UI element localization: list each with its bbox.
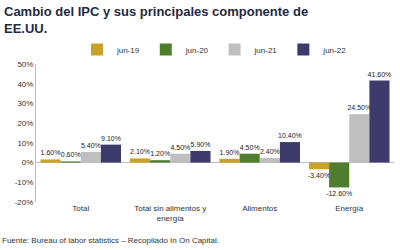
svg-text:2.10%: 2.10% — [130, 148, 150, 155]
svg-text:5.90%: 5.90% — [191, 141, 211, 148]
svg-text:jun-22: jun-22 — [322, 46, 346, 55]
svg-text:0%: 0% — [22, 158, 34, 167]
svg-text:5.40%: 5.40% — [81, 142, 101, 149]
svg-text:1.90%: 1.90% — [220, 149, 240, 156]
svg-text:Cambio del IPC y sus principal: Cambio del IPC y sus principales compone… — [4, 4, 308, 36]
svg-text:Alimentos: Alimentos — [242, 204, 277, 213]
svg-text:24.50%: 24.50% — [347, 104, 371, 111]
svg-text:2.40%: 2.40% — [260, 148, 280, 155]
svg-text:Fuente: Bureau of labor statis: Fuente: Bureau of labor statistics – Rec… — [2, 236, 219, 245]
svg-text:Energía: Energía — [335, 204, 364, 213]
svg-text:Total: Total — [72, 204, 89, 213]
svg-text:4.50%: 4.50% — [240, 144, 260, 151]
svg-text:10.40%: 10.40% — [278, 132, 302, 139]
svg-text:Total sin alimentos yenergía: Total sin alimentos yenergía — [134, 204, 206, 223]
svg-text:1.60%: 1.60% — [41, 149, 61, 156]
svg-text:-10%: -10% — [15, 178, 34, 187]
svg-text:jun-21: jun-21 — [254, 46, 278, 55]
svg-text:-20%: -20% — [15, 198, 34, 207]
svg-text:4.50%: 4.50% — [170, 144, 190, 151]
svg-text:41.60%: 41.60% — [368, 71, 392, 78]
svg-text:0.60%: 0.60% — [61, 151, 81, 158]
svg-text:10%: 10% — [17, 139, 33, 148]
svg-text:30%: 30% — [17, 99, 33, 108]
svg-text:-3.40%: -3.40% — [308, 172, 330, 179]
svg-text:jun-20: jun-20 — [185, 46, 209, 55]
svg-text:jun-19: jun-19 — [116, 46, 140, 55]
svg-text:50%: 50% — [17, 60, 33, 69]
svg-text:1.20%: 1.20% — [150, 150, 170, 157]
svg-text:9.10%: 9.10% — [101, 135, 121, 142]
svg-text:-12.60%: -12.60% — [326, 190, 352, 197]
svg-text:20%: 20% — [17, 119, 33, 128]
svg-text:40%: 40% — [17, 80, 33, 89]
